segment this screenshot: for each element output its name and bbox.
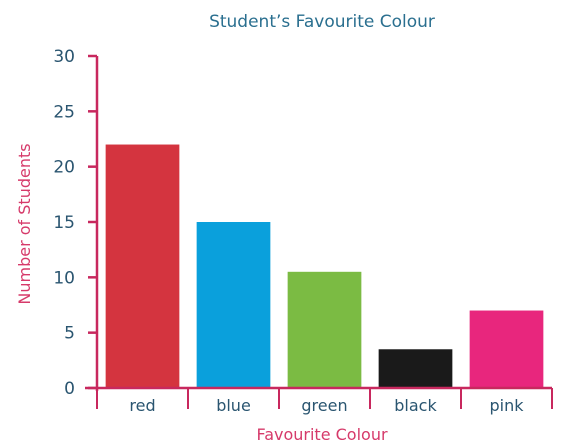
y-tick-label: 10 xyxy=(53,268,75,288)
y-tick-label: 30 xyxy=(53,47,75,67)
y-axis-title: Number of Students xyxy=(15,143,34,304)
y-tick-label: 0 xyxy=(64,379,75,399)
bar-black xyxy=(378,349,453,388)
x-tick-label: pink xyxy=(489,396,524,415)
chart-title: Student’s Favourite Colour xyxy=(209,12,435,32)
x-tick-label: black xyxy=(394,396,437,415)
y-tick-label: 20 xyxy=(53,158,75,178)
y-axis-ticks: 0 5 10 15 20 25 30 xyxy=(53,47,97,399)
x-tick-label: blue xyxy=(216,396,251,415)
y-tick-label: 5 xyxy=(64,324,75,344)
y-tick-label: 25 xyxy=(53,102,75,122)
y-tick-label: 15 xyxy=(53,213,75,233)
bars xyxy=(105,144,544,388)
bar-pink xyxy=(469,310,544,388)
x-tick-label: red xyxy=(129,396,155,415)
bar-blue xyxy=(196,222,271,388)
x-tick-label: green xyxy=(301,396,347,415)
bar-red xyxy=(105,144,180,388)
x-axis-title: Favourite Colour xyxy=(256,425,388,444)
bar-green xyxy=(287,271,362,388)
x-axis-ticks: red blue green black pink xyxy=(96,388,553,415)
